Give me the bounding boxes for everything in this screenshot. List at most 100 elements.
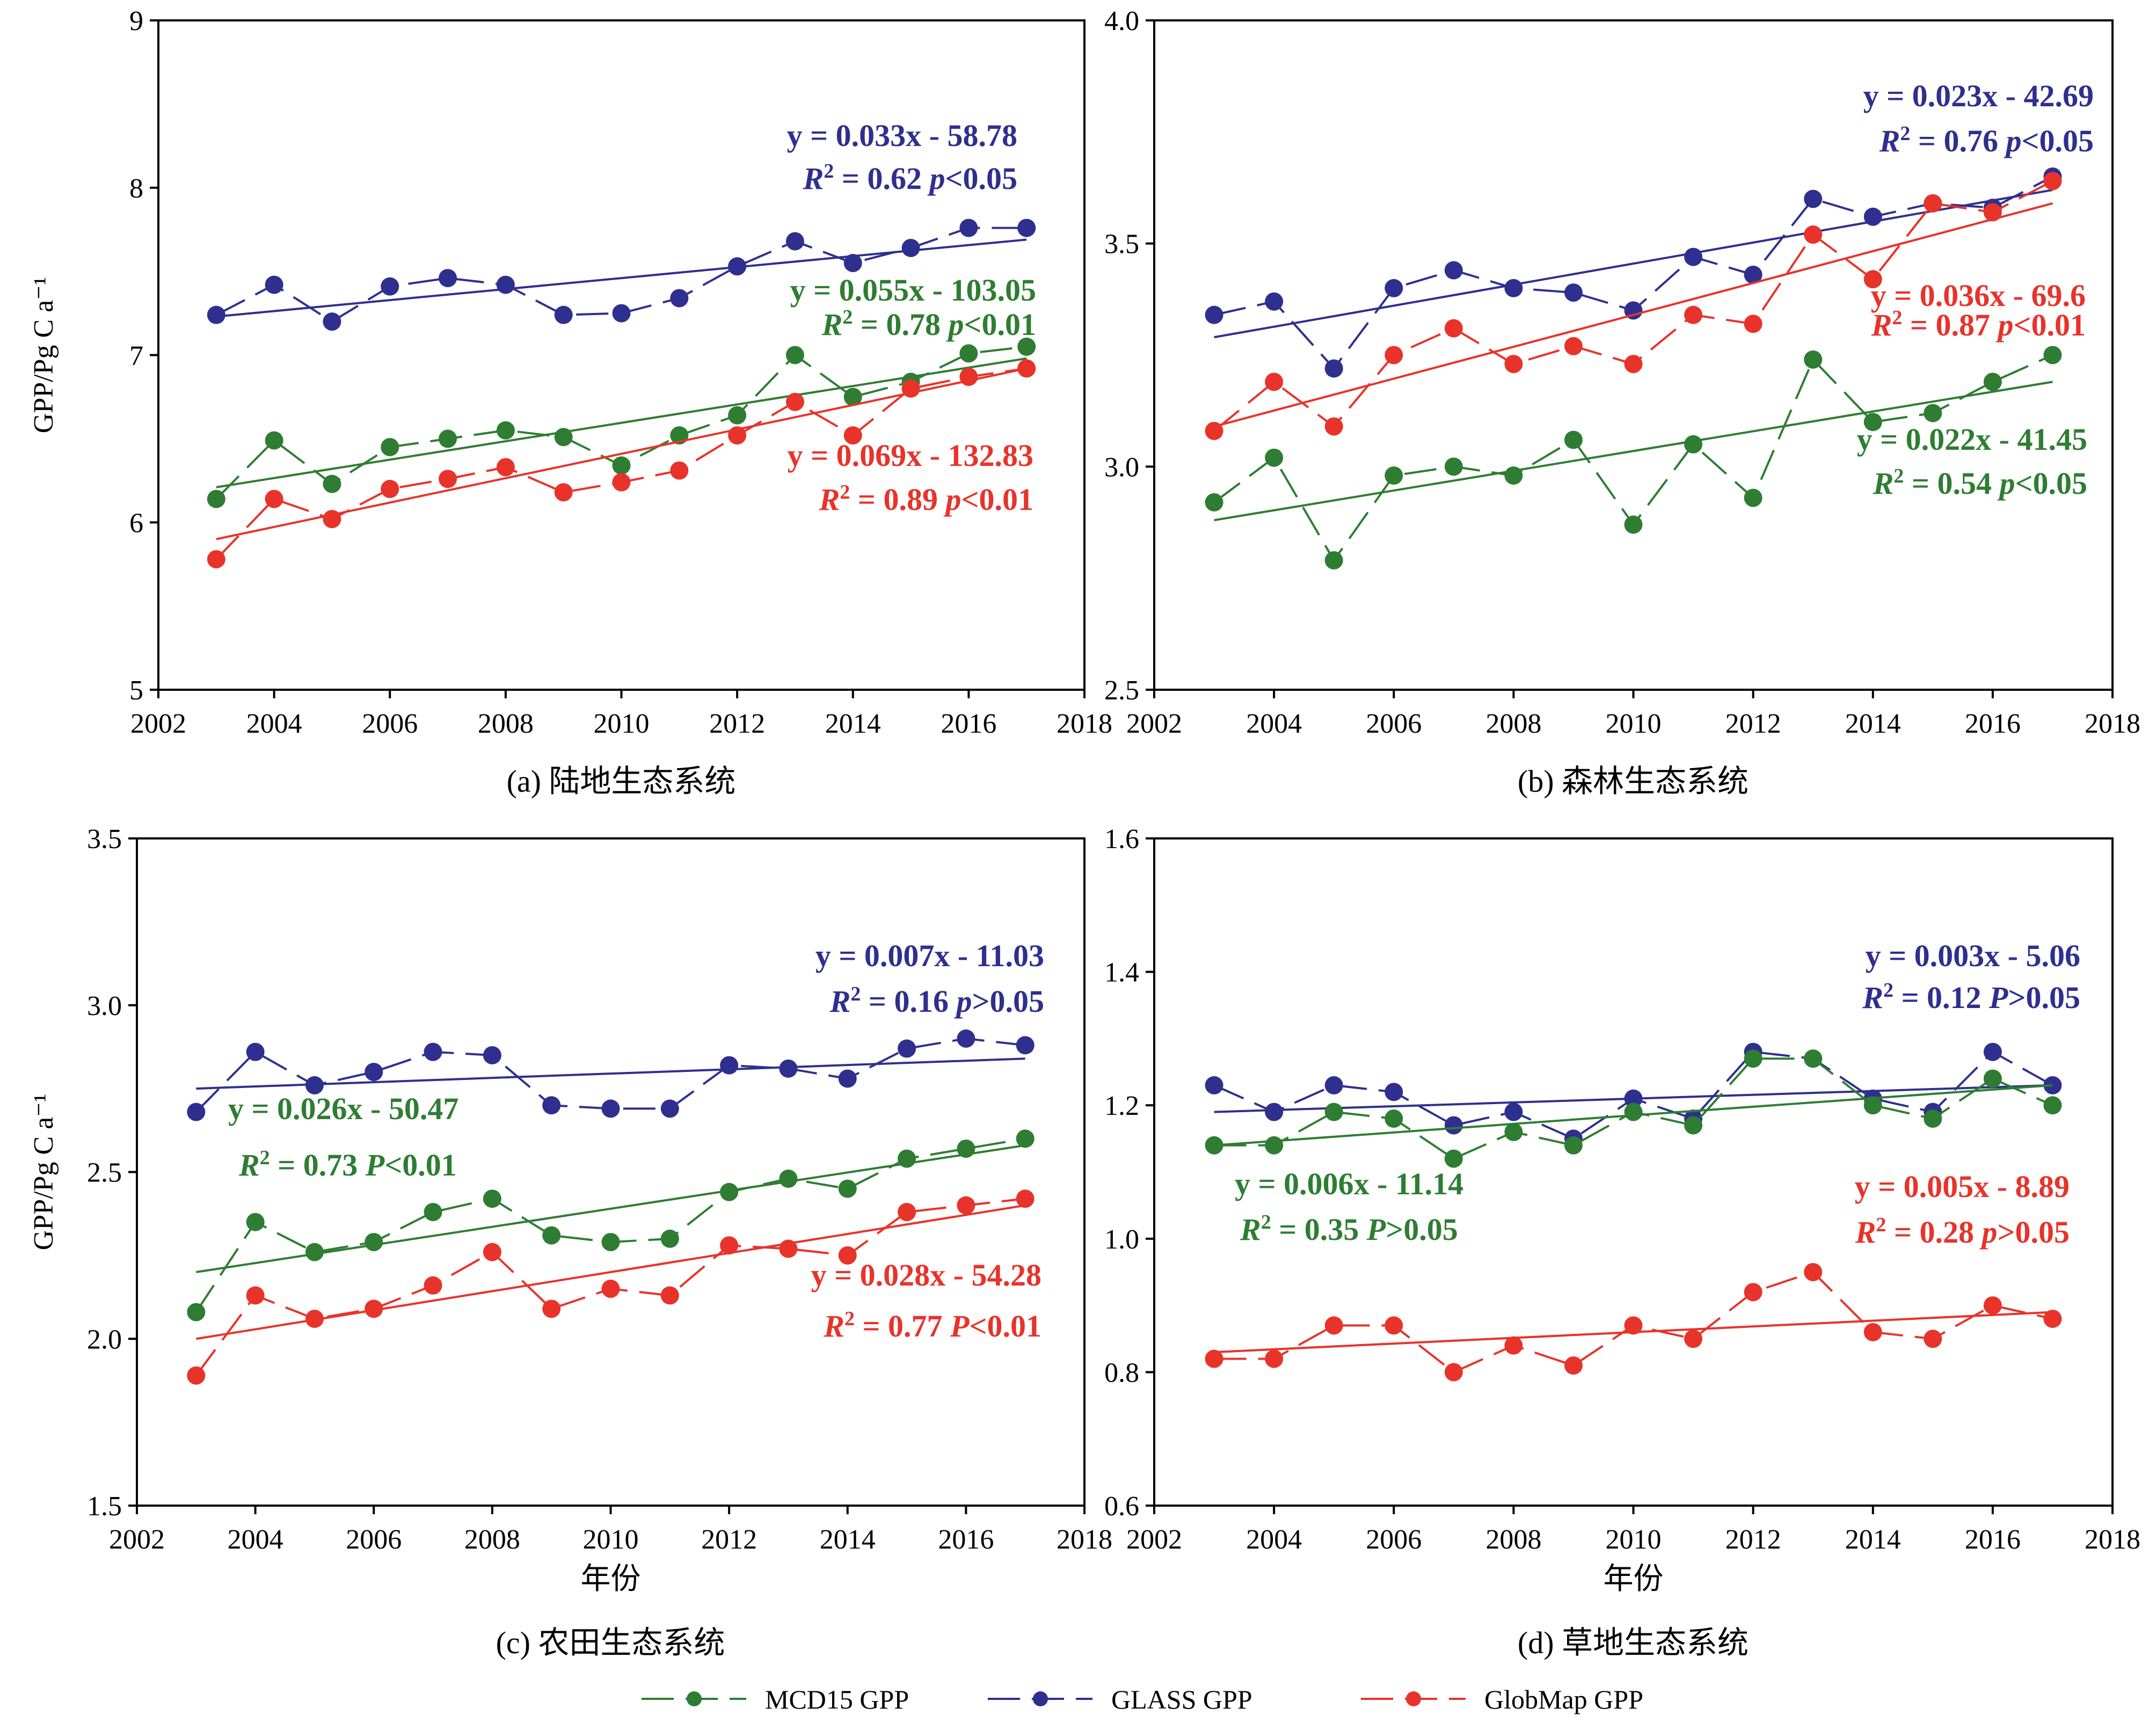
stats-part: R bbox=[1862, 980, 1883, 1015]
data-point bbox=[1564, 1356, 1583, 1375]
stats-part: p bbox=[945, 307, 964, 342]
data-point bbox=[1564, 430, 1583, 449]
data-point bbox=[1444, 261, 1463, 280]
legend: MCD15 GPP GLASS GPP GlobMap GPP bbox=[642, 1684, 1643, 1714]
data-point bbox=[612, 456, 631, 475]
data-point bbox=[381, 437, 399, 456]
data-point bbox=[1564, 283, 1583, 302]
legend-marker bbox=[687, 1691, 702, 1706]
y-tick-label: 9 bbox=[129, 6, 143, 36]
stats-part bbox=[1992, 466, 2000, 501]
legend-label: GLASS GPP bbox=[1111, 1684, 1252, 1714]
y-tick-label: 3.5 bbox=[1104, 229, 1139, 260]
data-point bbox=[305, 1243, 324, 1261]
data-point bbox=[1017, 218, 1036, 237]
data-point bbox=[1265, 1103, 1284, 1121]
data-point bbox=[305, 1309, 324, 1328]
x-tick-label: 2006 bbox=[1366, 709, 1422, 739]
data-point bbox=[601, 1099, 620, 1118]
x-tick-label: 2008 bbox=[1485, 1524, 1541, 1555]
x-tick-label: 2002 bbox=[130, 709, 186, 739]
x-tick-label: 2016 bbox=[1965, 1524, 2021, 1555]
x-tick-label: 2018 bbox=[2085, 709, 2140, 739]
data-point bbox=[323, 510, 341, 529]
data-point bbox=[898, 1039, 916, 1058]
stats-part: 0.16 bbox=[894, 984, 949, 1019]
data-point bbox=[323, 474, 341, 493]
data-point bbox=[542, 1096, 561, 1115]
stats-part: = bbox=[1893, 980, 1927, 1015]
regression-equation: y = 0.005x - 8.89 bbox=[1855, 1169, 2070, 1204]
data-point bbox=[1265, 448, 1284, 467]
superscript: 2 bbox=[1883, 979, 1893, 1002]
data-point bbox=[898, 1149, 916, 1168]
data-point bbox=[1624, 301, 1643, 320]
data-point bbox=[554, 305, 573, 324]
superscript: 2 bbox=[1900, 122, 1910, 145]
data-point bbox=[670, 289, 689, 308]
x-axis-label: 年份 bbox=[1604, 1563, 1664, 1596]
data-point bbox=[1385, 1316, 1403, 1335]
data-point bbox=[207, 490, 225, 508]
x-tick-label: 2014 bbox=[1845, 1524, 1901, 1555]
stats-part: R bbox=[821, 307, 843, 342]
x-tick-label: 2002 bbox=[109, 1524, 165, 1555]
regression-stats: R2 = 0.77 P<0.01 bbox=[823, 1308, 1041, 1344]
stats-part: R bbox=[823, 1309, 844, 1344]
stats-part: 0.62 bbox=[867, 161, 922, 196]
stats-part bbox=[941, 307, 949, 342]
data-point bbox=[670, 461, 689, 480]
data-point bbox=[246, 1213, 265, 1231]
legend-marker bbox=[1033, 1691, 1048, 1706]
data-point bbox=[1265, 1349, 1284, 1368]
x-tick-label: 2014 bbox=[820, 1524, 876, 1555]
stats-part bbox=[358, 1148, 366, 1182]
data-point bbox=[187, 1103, 206, 1121]
stats-part: 0.89 bbox=[883, 482, 938, 517]
superscript: 2 bbox=[840, 481, 850, 503]
trend-line bbox=[216, 357, 1027, 488]
data-point bbox=[1017, 337, 1036, 356]
stats-part bbox=[1359, 1212, 1367, 1247]
stats-part: = bbox=[861, 984, 894, 1019]
y-tick-label: 3.0 bbox=[87, 991, 122, 1021]
regression-stats: R2 = 0.16 p>0.05 bbox=[829, 983, 1044, 1019]
data-point bbox=[1265, 373, 1284, 391]
regression-stats: R2 = 0.89 p<0.01 bbox=[819, 481, 1033, 517]
stats-part: p bbox=[1995, 308, 2013, 342]
stats-part: R bbox=[819, 482, 840, 517]
data-point bbox=[1684, 247, 1703, 266]
stats-part: <0.05 bbox=[2015, 466, 2087, 501]
data-point bbox=[1564, 1136, 1583, 1155]
data-point bbox=[779, 1239, 798, 1258]
x-tick-label: 2004 bbox=[1246, 1524, 1302, 1555]
regression-stats: R2 = 0.78 p<0.01 bbox=[821, 306, 1036, 342]
chart-panel-d: 2002 2004 2006 2008 2010 2012 2014 2016 2018 0.6 0… bbox=[1104, 824, 2140, 1660]
data-point bbox=[483, 1189, 501, 1208]
y-tick-label: 6 bbox=[129, 508, 143, 538]
data-point bbox=[1624, 1089, 1643, 1108]
x-tick-label: 2006 bbox=[346, 1524, 402, 1555]
stats-part: = bbox=[850, 482, 883, 517]
data-point bbox=[1924, 1109, 1942, 1128]
data-point bbox=[785, 232, 804, 251]
stats-part bbox=[1998, 123, 2006, 158]
panel-caption: (c) 农田生态系统 bbox=[496, 1625, 725, 1660]
data-point bbox=[1504, 279, 1523, 297]
data-point bbox=[246, 1286, 265, 1305]
data-point bbox=[1804, 225, 1823, 244]
superscript: 2 bbox=[844, 1308, 855, 1330]
data-point bbox=[381, 277, 399, 296]
stats-part: <0.01 bbox=[384, 1148, 457, 1182]
data-point bbox=[1983, 1296, 2002, 1315]
data-point bbox=[1863, 1096, 1882, 1115]
regression-equation: y = 0.003x - 5.06 bbox=[1866, 938, 2080, 973]
data-point bbox=[720, 1236, 739, 1255]
data-point bbox=[2043, 172, 2062, 191]
stats-part: 0.87 bbox=[1935, 308, 1990, 342]
data-point bbox=[1444, 1149, 1463, 1168]
data-point bbox=[1205, 305, 1223, 324]
